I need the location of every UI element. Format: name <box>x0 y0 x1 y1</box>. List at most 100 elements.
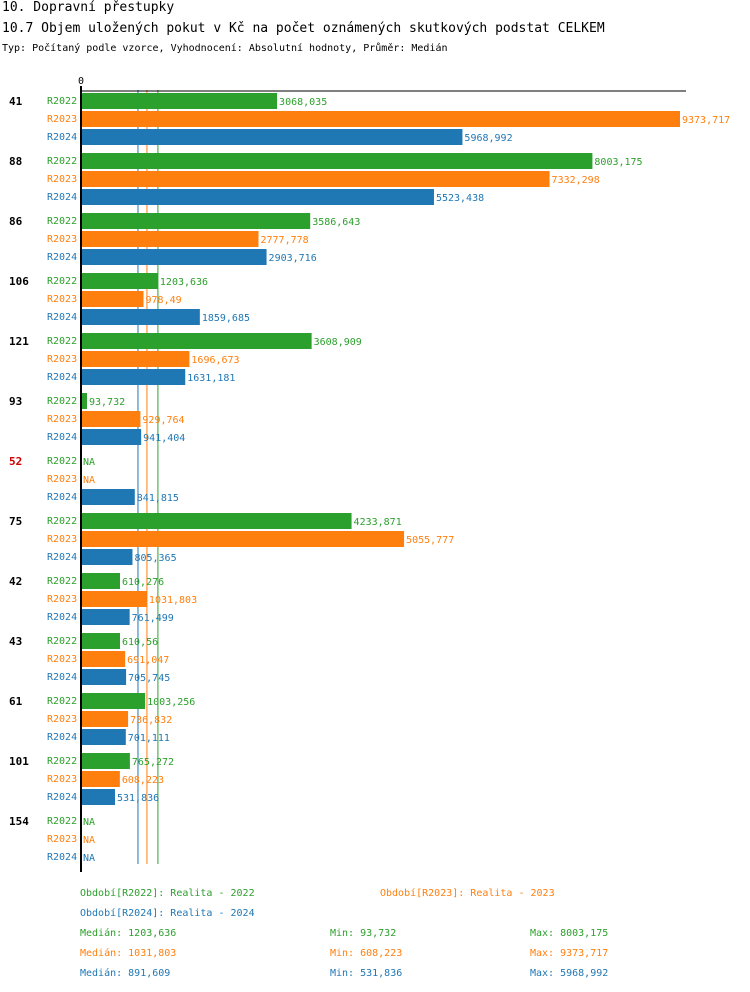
data-label: 805,365 <box>134 553 176 564</box>
page-title: 10. Dopravní přestupky <box>2 0 175 15</box>
bar <box>81 729 126 745</box>
data-label: 610,276 <box>122 577 164 588</box>
bar <box>81 411 141 427</box>
data-label: 761,499 <box>132 613 174 624</box>
legend-max-r2023: Max: 9373,717 <box>530 948 609 959</box>
legend-min-r2023: Min: 608,223 <box>330 948 403 959</box>
bar <box>81 771 120 787</box>
bar <box>81 231 259 247</box>
bar <box>81 711 129 727</box>
group-label: 52 <box>9 455 22 468</box>
data-label: 3068,035 <box>279 97 327 108</box>
data-label: 978,49 <box>146 295 182 306</box>
data-label: 2777,778 <box>261 235 309 246</box>
group-label: 106 <box>9 275 29 288</box>
data-label: NA <box>83 817 95 828</box>
group-label: 93 <box>9 395 22 408</box>
bar <box>81 153 593 169</box>
series-label: R2023 <box>47 534 77 545</box>
bar <box>81 213 311 229</box>
legend-max-r2024: Max: 5968,992 <box>530 968 609 979</box>
data-label: 531,836 <box>117 793 159 804</box>
series-label: R2023 <box>47 174 77 185</box>
group-label: 154 <box>9 815 29 828</box>
data-label: 1203,636 <box>160 277 208 288</box>
series-label: R2022 <box>47 216 77 227</box>
series-label: R2022 <box>47 636 77 647</box>
group-label: 42 <box>9 575 22 588</box>
legend-period-r2023: Období[R2023]: Realita - 2023 <box>380 888 555 899</box>
data-label: 5055,777 <box>406 535 454 546</box>
series-label: R2023 <box>47 654 77 665</box>
legend-min-r2024: Min: 531,836 <box>330 968 403 979</box>
series-label: R2024 <box>47 792 77 803</box>
series-label: R2023 <box>47 834 77 845</box>
series-label: R2024 <box>47 732 77 743</box>
bar <box>81 189 434 205</box>
data-label: 1631,181 <box>187 373 235 384</box>
data-label: 5968,992 <box>464 133 512 144</box>
data-label: 93,732 <box>89 397 125 408</box>
data-label: 3608,909 <box>314 337 362 348</box>
bar <box>81 369 186 385</box>
series-label: R2024 <box>47 432 77 443</box>
data-label: 1003,256 <box>147 697 195 708</box>
data-label: 705,745 <box>128 673 170 684</box>
series-label: R2023 <box>47 414 77 425</box>
data-label: 5523,438 <box>436 193 484 204</box>
group-label: 121 <box>9 335 29 348</box>
data-label: 841,815 <box>137 493 179 504</box>
data-label: 9373,717 <box>682 115 730 126</box>
bar-chart: 0 41 R2022 3068,035 R2023 9373,717 R2024 5968,9… <box>9 76 730 872</box>
legend-period-r2024: Období[R2024]: Realita - 2024 <box>80 908 255 919</box>
bar <box>81 489 135 505</box>
legend-median-r2024: Medián: 891,609 <box>80 968 171 979</box>
series-label: R2022 <box>47 396 77 407</box>
series-label: R2024 <box>47 312 77 323</box>
bar <box>81 393 87 409</box>
data-label: 691,047 <box>127 655 169 666</box>
data-label: 3586,643 <box>312 217 360 228</box>
series-label: R2022 <box>47 756 77 767</box>
series-label: R2023 <box>47 774 77 785</box>
bar <box>81 591 147 607</box>
group-label: 101 <box>9 755 29 768</box>
series-label: R2022 <box>47 336 77 347</box>
group-label: 41 <box>9 95 23 108</box>
data-label: 701,111 <box>128 733 170 744</box>
bar <box>81 651 126 667</box>
series-label: R2023 <box>47 714 77 725</box>
series-label: R2023 <box>47 114 77 125</box>
series-label: R2024 <box>47 672 77 683</box>
series-label: R2022 <box>47 516 77 527</box>
data-label: 765,272 <box>132 757 174 768</box>
chart-subtitle: 10.7 Objem uložených pokut v Kč na počet… <box>2 21 605 36</box>
data-label: 941,404 <box>143 433 185 444</box>
data-label: 608,223 <box>122 775 164 786</box>
bar <box>81 693 146 709</box>
series-label: R2024 <box>47 132 77 143</box>
data-label: NA <box>83 835 95 846</box>
series-label: R2022 <box>47 456 77 467</box>
data-label: NA <box>83 475 95 486</box>
series-label: R2023 <box>47 234 77 245</box>
data-label: 736,832 <box>130 715 172 726</box>
data-label: 1031,803 <box>149 595 197 606</box>
data-label: 1696,673 <box>191 355 239 366</box>
data-label: 7332,298 <box>552 175 600 186</box>
bar <box>81 429 142 445</box>
bar <box>81 531 405 547</box>
group-label: 88 <box>9 155 22 168</box>
series-label: R2024 <box>47 852 77 863</box>
group-label: 43 <box>9 635 22 648</box>
series-label: R2024 <box>47 612 77 623</box>
group-label: 61 <box>9 695 23 708</box>
series-label: R2024 <box>47 192 77 203</box>
bar <box>81 333 312 349</box>
data-label: 1859,685 <box>202 313 250 324</box>
legend-max-r2022: Max: 8003,175 <box>530 928 609 939</box>
series-label: R2023 <box>47 294 77 305</box>
series-label: R2024 <box>47 252 77 263</box>
bar <box>81 111 680 127</box>
data-label: 929,764 <box>142 415 184 426</box>
